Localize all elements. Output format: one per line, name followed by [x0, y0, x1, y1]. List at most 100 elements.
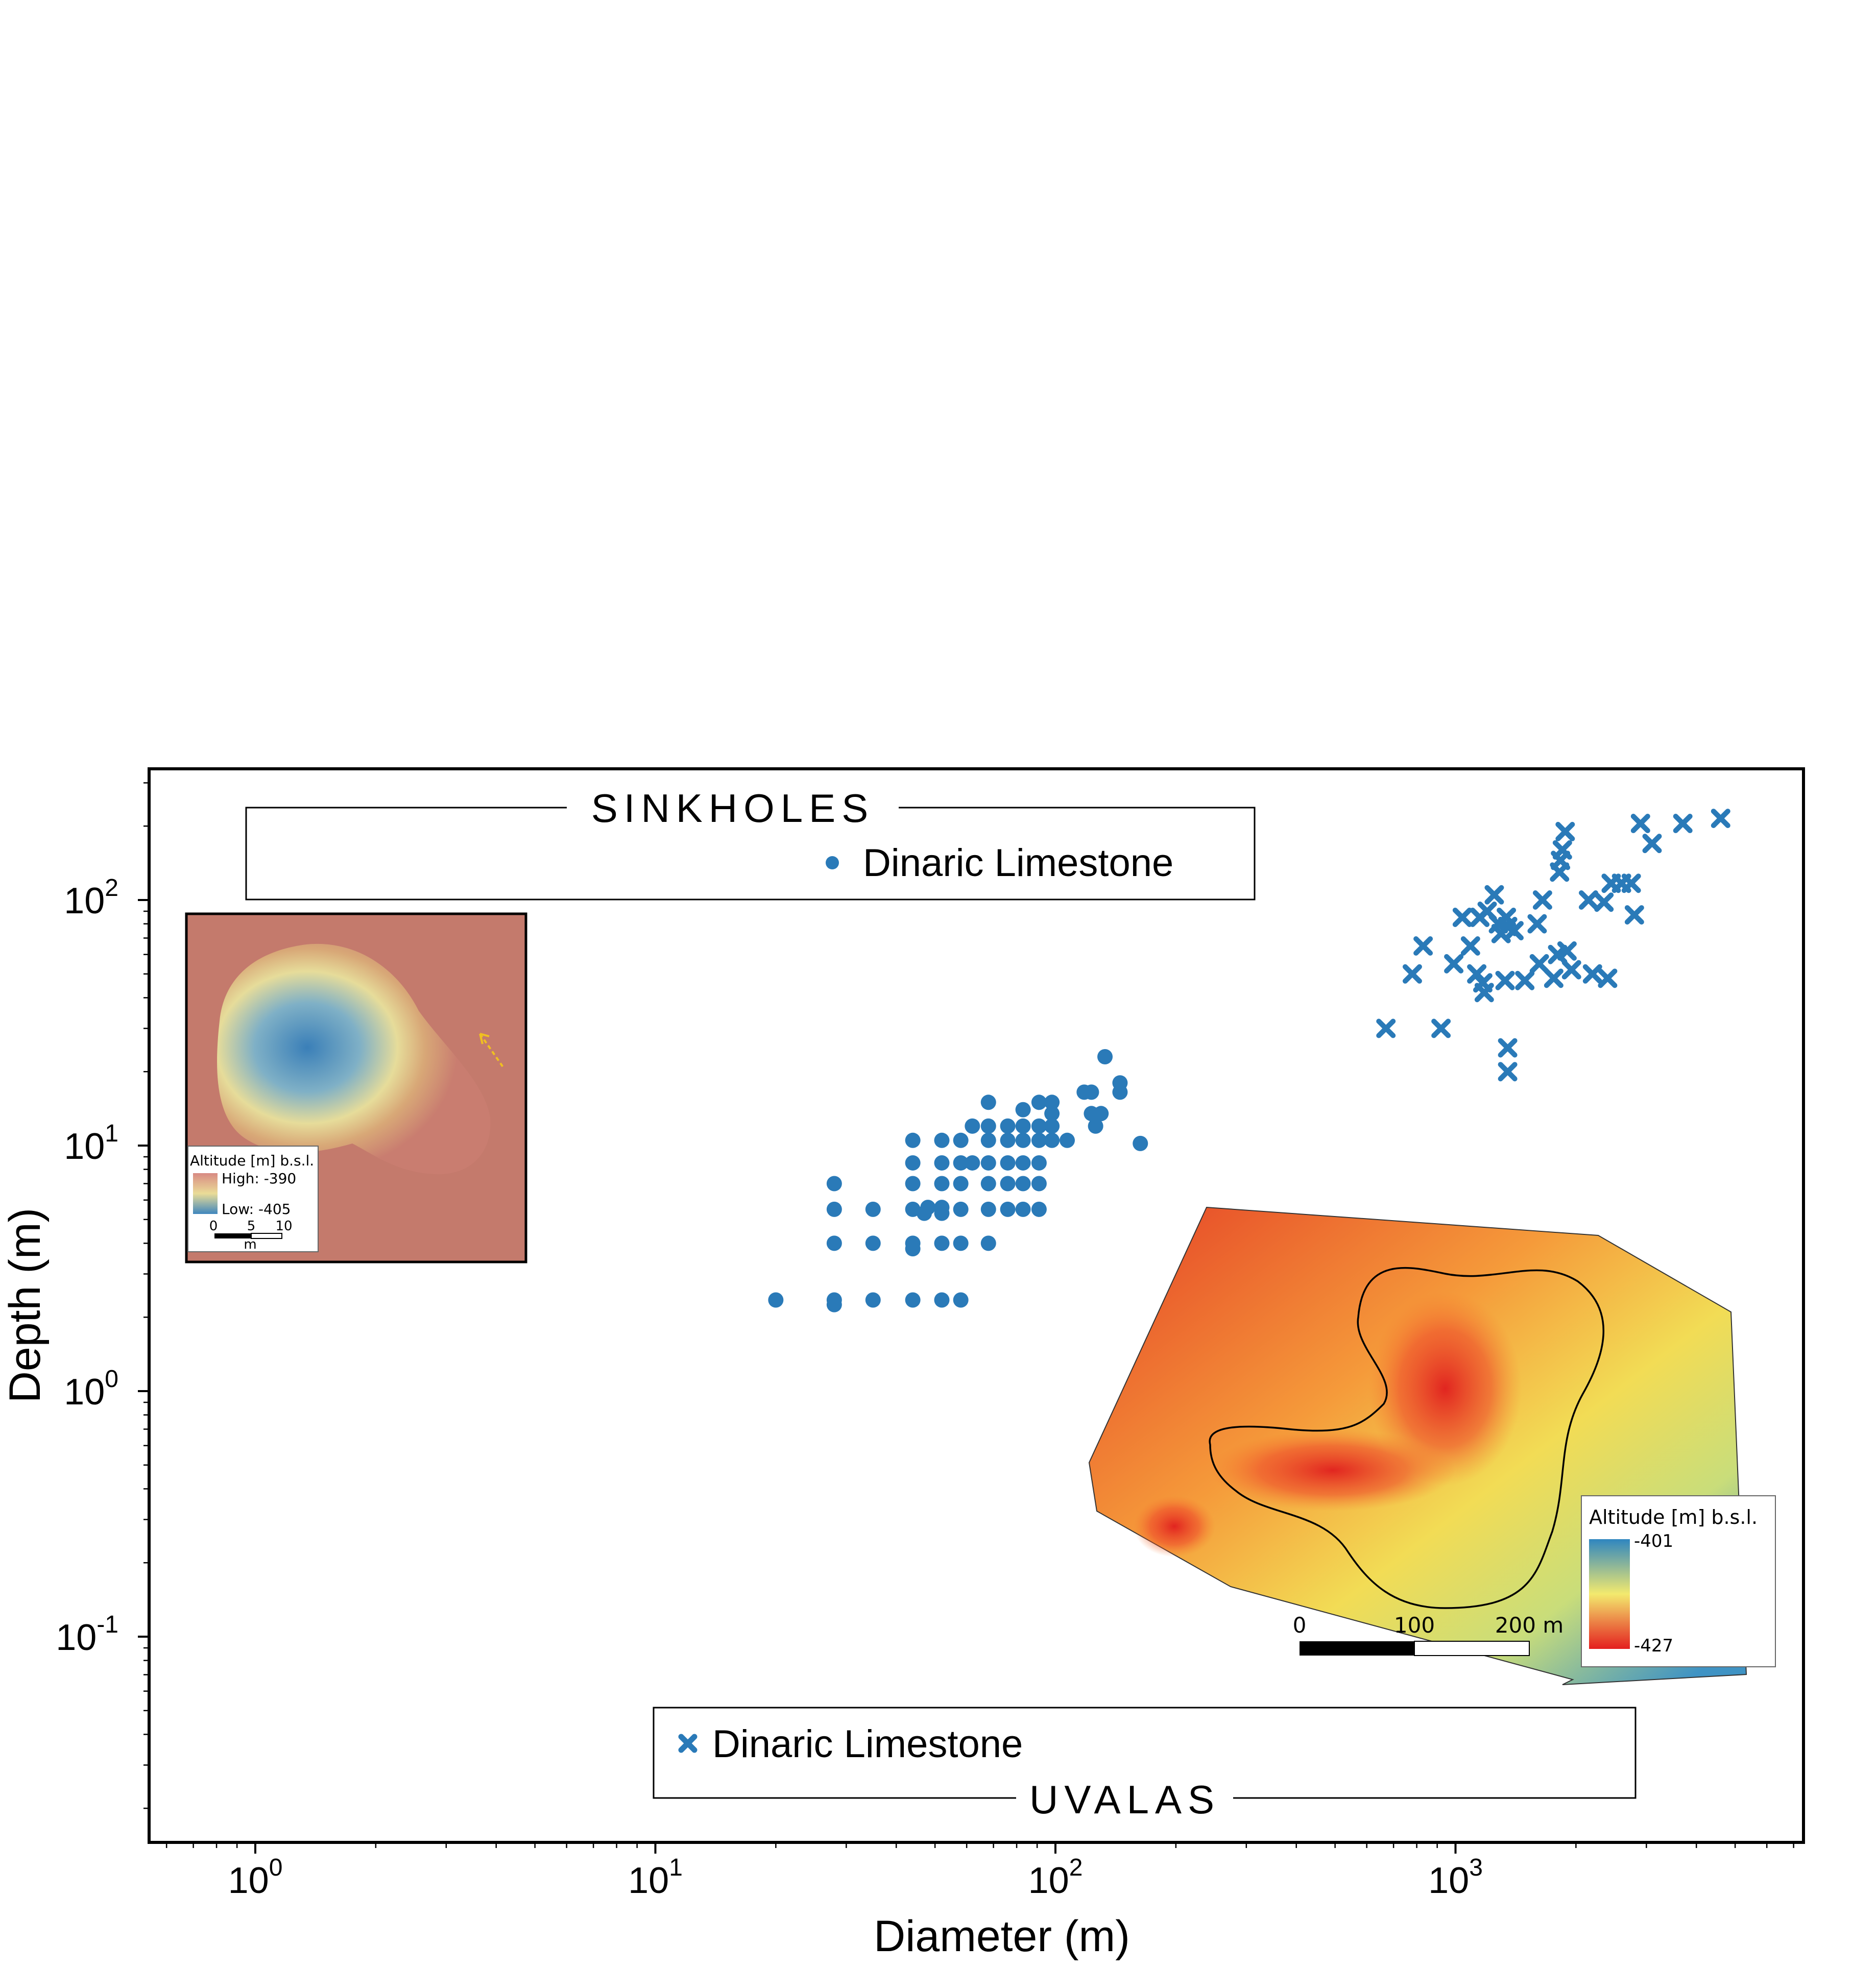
- sinkhole-point: [905, 1241, 921, 1257]
- uvala-point: [1460, 936, 1480, 956]
- uvala-point: [1431, 1018, 1451, 1038]
- sinkhole-point: [980, 1155, 996, 1171]
- inset-uvala-hotspot-3: [1134, 1496, 1215, 1557]
- sinkhole-point: [1044, 1095, 1060, 1110]
- sinkhole-point: [920, 1200, 936, 1216]
- uvala-point: [1498, 1038, 1518, 1058]
- sinkhole-point: [1015, 1132, 1031, 1148]
- inset-uvala-map: 0 100 200 m Altitude [m] b.s.l. -401 -42…: [1088, 1206, 1776, 1685]
- sinkhole-point: [1060, 1132, 1075, 1148]
- inset-sinkhole-depression: [217, 943, 491, 1174]
- sinkhole-point: [1031, 1118, 1047, 1134]
- inset-uvala-high-label: -401: [1634, 1531, 1673, 1551]
- inset-uvala-scale-100: 100: [1394, 1613, 1435, 1638]
- sinkhole-point: [1000, 1155, 1016, 1171]
- legend-uvalas-box: [653, 1707, 1637, 1799]
- sinkhole-point: [1031, 1201, 1047, 1217]
- sinkhole-point: [980, 1132, 996, 1148]
- sinkhole-point: [905, 1176, 921, 1192]
- uvala-point: [1515, 970, 1535, 990]
- inset-uvala-outline: [1209, 1267, 1605, 1609]
- uvala-point: [1624, 905, 1644, 925]
- sinkhole-point: [934, 1155, 950, 1171]
- legend-uvalas: UVALAS Dinaric Limestone: [653, 1707, 1637, 1822]
- sinkhole-point: [980, 1118, 996, 1134]
- sinkhole-point: [1112, 1084, 1128, 1100]
- inset-uvala-scale-0: 0: [1293, 1613, 1307, 1638]
- inset-sinkhole-scale-unit: m: [244, 1237, 256, 1252]
- x-tick-label: 100: [228, 1854, 283, 1901]
- sinkhole-point: [905, 1132, 921, 1148]
- sinkhole-point: [826, 1235, 842, 1251]
- inset-sinkhole-scale-0: 0: [209, 1219, 218, 1234]
- sinkhole-point: [1015, 1102, 1031, 1117]
- legend-uvalas-title: UVALAS: [1029, 1777, 1220, 1822]
- inset-sinkhole-scale-5: 5: [247, 1219, 256, 1234]
- uvala-point: [1444, 954, 1464, 974]
- inset-sinkhole-scale-10: 10: [275, 1219, 292, 1234]
- x-tick-label: 101: [628, 1854, 683, 1901]
- sinkhole-point: [826, 1176, 842, 1192]
- uvala-point: [1527, 914, 1547, 934]
- uvala-point: [1529, 954, 1549, 974]
- legend-uvalas-entry: Dinaric Limestone: [712, 1722, 1023, 1766]
- sinkhole-point: [953, 1132, 969, 1148]
- inset-uvala-colorbar: [1589, 1539, 1630, 1649]
- sinkhole-point: [953, 1235, 969, 1251]
- legend-sinkholes-box: [245, 807, 1256, 901]
- sinkhole-point: [934, 1132, 950, 1148]
- inset-sinkhole-scalebar-black: [214, 1233, 251, 1238]
- x-tick-label: 103: [1428, 1854, 1483, 1901]
- sinkhole-point: [1031, 1155, 1047, 1171]
- sinkhole-point: [1084, 1084, 1099, 1100]
- sinkhole-point: [1031, 1132, 1047, 1148]
- sinkhole-point: [1044, 1118, 1060, 1134]
- sinkhole-point: [934, 1200, 950, 1216]
- sinkhole-point: [1031, 1095, 1047, 1110]
- uvala-point: [1532, 890, 1552, 910]
- sinkhole-point: [768, 1292, 784, 1308]
- y-axis-title: Depth (m): [1, 1208, 50, 1403]
- uvala-point: [1711, 809, 1730, 829]
- uvala-point: [1555, 821, 1575, 841]
- sinkhole-point: [1000, 1176, 1016, 1192]
- sinkhole-point: [1031, 1176, 1047, 1192]
- sinkhole-point: [980, 1176, 996, 1192]
- sinkhole-point: [980, 1201, 996, 1217]
- y-tick-label: 100: [64, 1366, 118, 1413]
- uvala-point: [1376, 1018, 1396, 1038]
- uvala-point: [1402, 964, 1422, 984]
- inset-uvala-legend-title: Altitude [m] b.s.l.: [1589, 1506, 1758, 1528]
- inset-uvala-scale-200: 200 m: [1495, 1613, 1564, 1638]
- sinkhole-point: [934, 1235, 950, 1251]
- uvala-point: [1474, 983, 1494, 1003]
- inset-sinkhole-high-label: High: -390: [222, 1170, 296, 1187]
- sinkhole-point: [965, 1118, 980, 1134]
- y-tick-label: 102: [64, 874, 118, 921]
- inset-sinkhole-scalebar-white: [251, 1233, 282, 1239]
- sinkhole-point: [1015, 1176, 1031, 1192]
- inset-sinkhole-colorbar: [193, 1173, 218, 1214]
- uvala-point: [1544, 968, 1564, 988]
- sinkhole-point: [953, 1201, 969, 1217]
- legend-sinkholes-marker: [826, 856, 839, 869]
- sinkhole-point: [1000, 1132, 1016, 1148]
- uvala-point: [1498, 1062, 1518, 1082]
- uvala-point: [1598, 968, 1618, 988]
- sinkhole-point: [953, 1176, 969, 1192]
- uvala-point: [1557, 941, 1577, 961]
- uvala-point: [1504, 921, 1524, 941]
- sinkhole-point: [980, 1235, 996, 1251]
- uvala-point: [1621, 873, 1641, 893]
- sinkhole-point: [953, 1292, 969, 1308]
- inset-sinkhole-low-label: Low: -405: [222, 1201, 291, 1218]
- sinkhole-point: [1097, 1049, 1113, 1065]
- uvala-point: [1495, 970, 1515, 990]
- y-tick-label: 101: [64, 1120, 118, 1167]
- uvala-point: [1630, 814, 1650, 834]
- uvala-point: [1484, 885, 1504, 905]
- y-tick-label: 10-1: [56, 1611, 118, 1658]
